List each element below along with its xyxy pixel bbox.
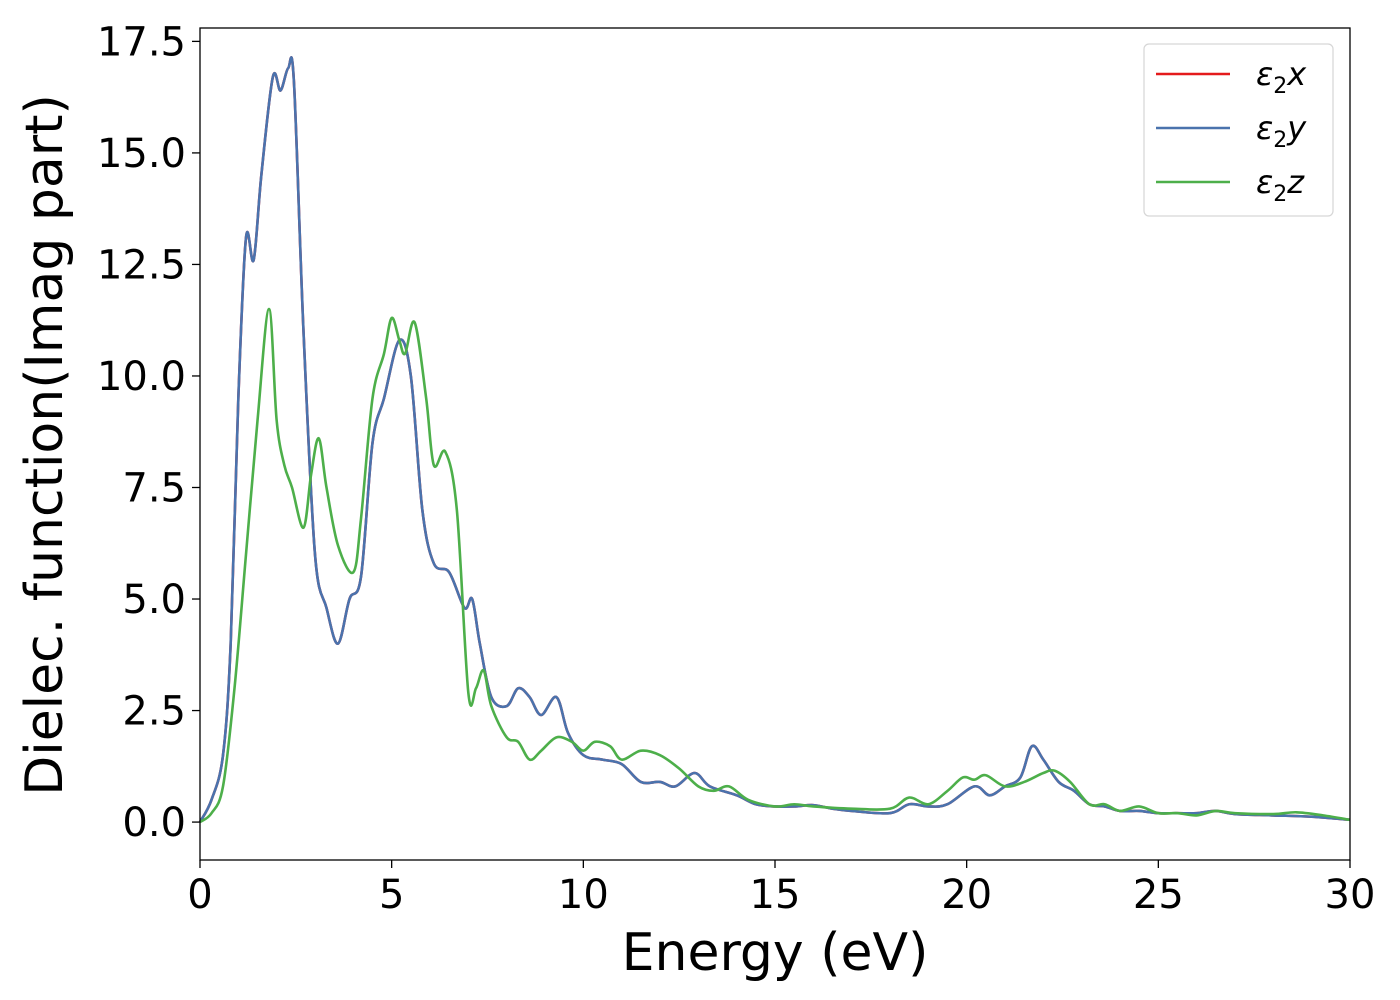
y-tick-label: 7.5: [122, 465, 186, 511]
y-tick-label: 5.0: [122, 577, 186, 623]
legend: ε2x ε2y ε2z: [1143, 43, 1334, 217]
x-tick-label: 10: [558, 872, 609, 918]
y-tick-label: 10.0: [97, 354, 186, 400]
y-tick-label: 15.0: [97, 131, 186, 177]
x-tick-label: 25: [1133, 872, 1184, 918]
x-tick-label: 30: [1325, 872, 1376, 918]
x-tick-label: 5: [379, 872, 404, 918]
legend-box: [1143, 43, 1334, 217]
y-tick-label: 12.5: [97, 242, 186, 288]
y-tick-label: 17.5: [97, 19, 186, 65]
series-layer: [198, 56, 1351, 824]
ticks-layer: 0 5 10 15 20 25 30 0.0 2.5 5.0 7.5 10.0 12.5 15.0 17.5: [97, 19, 1376, 918]
series-line-z: [199, 307, 1351, 824]
legend-label-y: ε2y: [1256, 109, 1307, 153]
x-axis-label: Energy (eV): [622, 923, 929, 983]
legend-label-x: ε2x: [1256, 55, 1307, 99]
y-tick-label: 2.5: [122, 689, 186, 735]
x-tick-label: 0: [187, 872, 212, 918]
series-line-y: [198, 56, 1351, 823]
y-axis-label: Dielec. function(Imag part): [15, 94, 75, 796]
y-tick-label: 0.0: [122, 800, 186, 846]
x-tick-label: 15: [750, 872, 801, 918]
legend-label-z: ε2z: [1256, 163, 1305, 207]
x-tick-label: 20: [941, 872, 992, 918]
